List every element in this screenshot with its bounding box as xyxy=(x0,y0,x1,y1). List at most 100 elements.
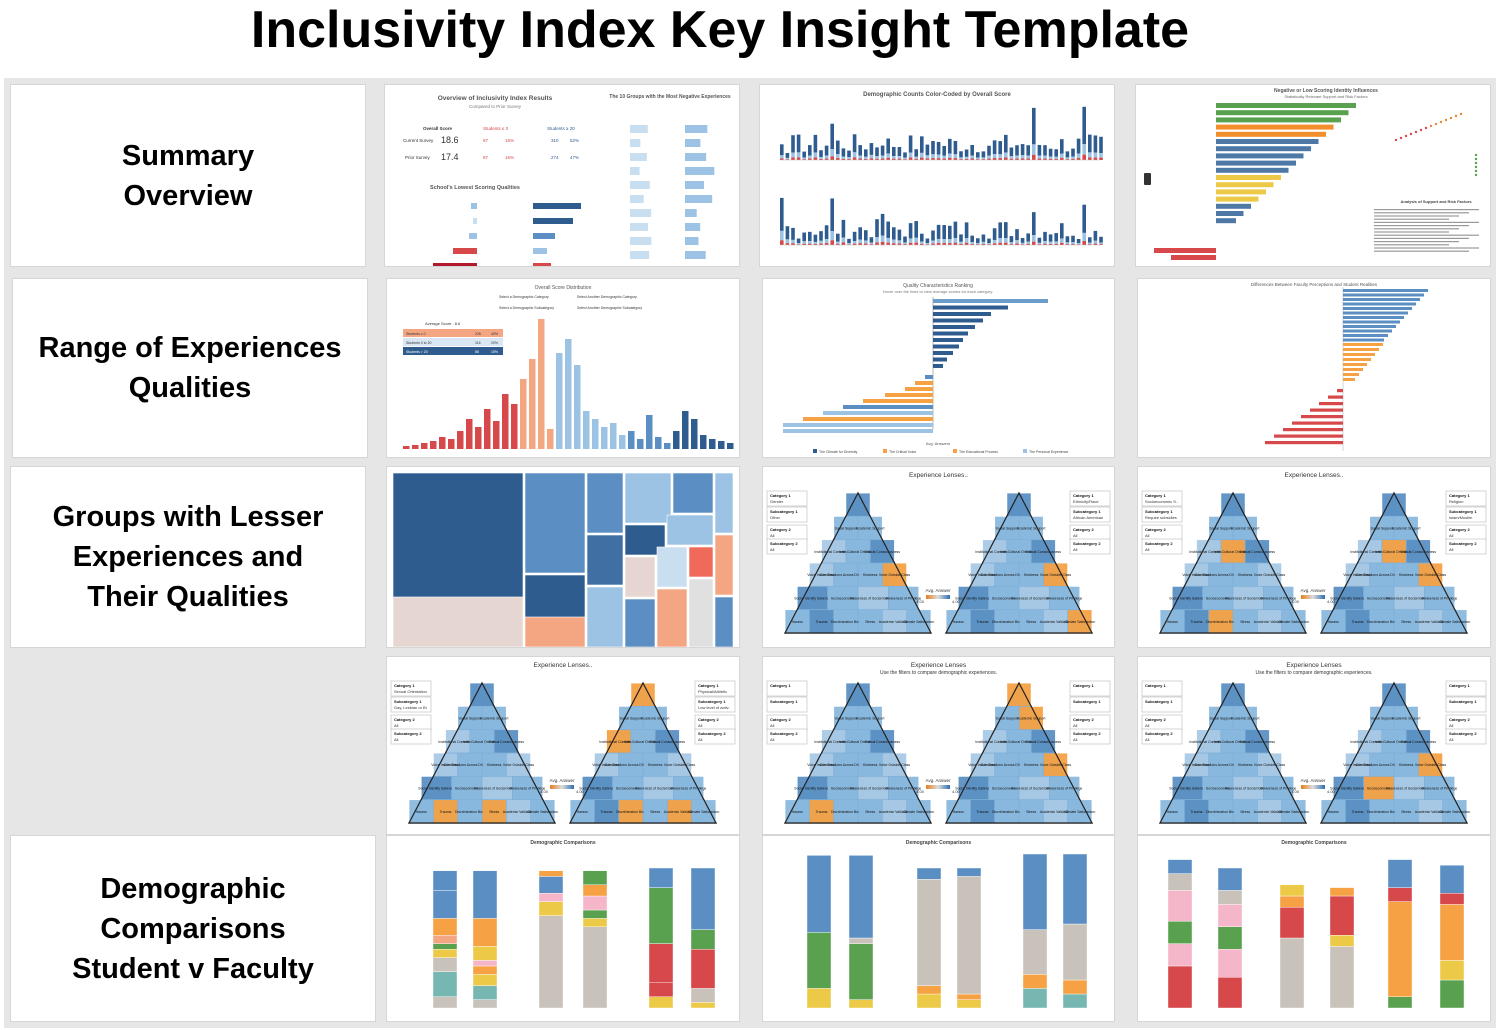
count-bar xyxy=(1099,136,1103,154)
count-bar xyxy=(936,158,941,160)
thumb-lens-filters-a[interactable]: Experience Lenses Use the filters to comp… xyxy=(762,656,1115,835)
lens-cell-label: Academic Support xyxy=(1392,527,1421,531)
lens-cell-label: Discrimination Bias xyxy=(1367,810,1397,814)
lens-cell xyxy=(1043,563,1068,586)
count-bar xyxy=(1048,241,1053,244)
count-bar xyxy=(886,242,890,245)
legend-row xyxy=(403,329,503,337)
lens-cell-label: Institutional Commitment xyxy=(599,740,638,744)
text-line xyxy=(1374,209,1479,211)
filter-subcategory-2[interactable]: Select Another Demographic Subcategory xyxy=(577,306,642,310)
lens-cell-label: Academic Validation xyxy=(1254,620,1286,624)
thumb-summary-overview[interactable]: Overview of Inclusivity Index Results Co… xyxy=(384,84,740,267)
lens-cell-label: Academic Validation xyxy=(1040,810,1072,814)
filter-subcategory-1[interactable]: Select a Demographic Subcategory xyxy=(499,306,554,310)
count-bar xyxy=(931,158,935,160)
filter-category-1[interactable]: Select a Demographic Category xyxy=(499,295,549,299)
thumb-quality-ranking[interactable]: Quality Characteristics Ranking Hover ov… xyxy=(762,278,1115,458)
comparison-segment xyxy=(1439,893,1465,905)
count-bar xyxy=(1093,240,1098,244)
count-bar xyxy=(953,158,958,160)
lens-cell xyxy=(1257,563,1282,586)
count-bar xyxy=(914,149,918,157)
count-bar xyxy=(981,241,986,244)
difference-bar xyxy=(1274,434,1343,438)
influence-bar xyxy=(1216,124,1334,130)
count-bar xyxy=(875,242,879,245)
difference-bar xyxy=(1343,298,1420,301)
filter-box xyxy=(1445,696,1487,713)
comparison-segment xyxy=(956,867,982,877)
thumb-lens-socioeconomic-religion[interactable]: Experience Lenses.. Category 1 Socioeconom… xyxy=(1137,466,1491,648)
distribution-bar xyxy=(637,439,644,449)
treemap-cell xyxy=(672,472,714,514)
count-bar xyxy=(903,236,907,243)
legend-max: 4.00 xyxy=(1327,789,1336,794)
thumb-lens-gender-race[interactable]: Experience Lenses.. Category 1 Gender Subca… xyxy=(762,466,1115,648)
thumb-lens-filters-b[interactable]: Experience Lenses Use the filters to comp… xyxy=(1137,656,1491,835)
comparison-segment xyxy=(1329,934,1355,947)
count-bar xyxy=(886,138,890,154)
comparison-graphic-1: Demographic Comparisons xyxy=(432,840,716,1009)
lens-cell xyxy=(1184,753,1209,776)
comparison-segment xyxy=(1439,960,1465,981)
distribution-bar xyxy=(619,435,626,449)
lens-cell xyxy=(1394,753,1418,776)
lens-cell xyxy=(858,586,889,610)
thumb-demographic-comparison-3[interactable]: Demographic Comparisons xyxy=(1137,835,1491,1022)
lens-cell xyxy=(1049,586,1080,610)
thumb-score-distribution[interactable]: Overall Score Distribution Select a Demo… xyxy=(386,278,740,458)
summary-subtitle: Compared to Prior Survey xyxy=(469,104,522,109)
filter-box xyxy=(390,728,432,745)
lens-cell-label: Social Identity Salience xyxy=(1330,787,1366,791)
filter-box xyxy=(1069,728,1111,745)
count-bar xyxy=(802,243,806,245)
thumb-faculty-student-differences[interactable]: Differences Between Faculty Perceptions … xyxy=(1137,278,1491,458)
lens-subtitle: Use the filters to compare demographic e… xyxy=(1255,670,1372,676)
count-bar xyxy=(830,149,834,157)
count-bar xyxy=(1076,243,1081,245)
thumb-demographic-comparison-2[interactable]: Demographic Comparisons xyxy=(762,835,1115,1022)
count-bar xyxy=(830,240,834,245)
quality-bar xyxy=(453,248,477,254)
lens-cell xyxy=(821,730,846,753)
count-bar xyxy=(808,231,812,242)
count-bar xyxy=(1088,134,1092,153)
count-bar xyxy=(908,238,913,243)
quality-bar xyxy=(533,203,581,209)
thumb-lens-orientation-athletic[interactable]: Experience Lenses.. Category 1 Sexual Orie… xyxy=(386,656,740,835)
collapse-handle[interactable] xyxy=(1144,173,1151,185)
lens-cell xyxy=(692,800,716,823)
count-bar xyxy=(1054,243,1058,245)
distribution-bar xyxy=(583,411,590,449)
count-bar xyxy=(976,238,980,243)
count-bar xyxy=(920,152,924,158)
lens-cell-label: Social Identity Salience xyxy=(955,597,991,601)
count-bar xyxy=(948,157,952,160)
lens-cell xyxy=(1007,730,1031,753)
count-bar xyxy=(1065,159,1070,160)
text-line xyxy=(1374,228,1459,230)
count-bar xyxy=(852,243,857,245)
thumb-identity-influences[interactable]: Negative or Low Scoring Identity Influen… xyxy=(1135,84,1491,267)
filter-category-2[interactable]: Select Another Demographic Category xyxy=(577,295,637,299)
count-bar xyxy=(981,157,986,160)
thumb-treemap[interactable] xyxy=(386,466,740,648)
lens-cell-label: Institutional Commitment xyxy=(814,550,853,554)
lens-cell-label: Voice Outside Class xyxy=(879,573,911,577)
count-bar xyxy=(998,154,1002,159)
comparison-segment xyxy=(1279,884,1305,897)
legend-row xyxy=(403,347,503,355)
thumb-demographic-counts[interactable]: Demographic Counts Color-Coded by Overal… xyxy=(759,84,1115,267)
lens-cell xyxy=(643,753,667,776)
filter-value: Socioeconomic S.. xyxy=(1145,499,1178,504)
lens-cell xyxy=(834,800,858,823)
count-bar xyxy=(836,233,840,242)
lens-cell xyxy=(858,610,882,633)
count-bar xyxy=(897,240,902,244)
legend-swatch xyxy=(813,449,817,453)
thumb-demographic-comparison-1[interactable]: Demographic Comparisons xyxy=(386,835,740,1022)
text-line xyxy=(1374,221,1479,223)
